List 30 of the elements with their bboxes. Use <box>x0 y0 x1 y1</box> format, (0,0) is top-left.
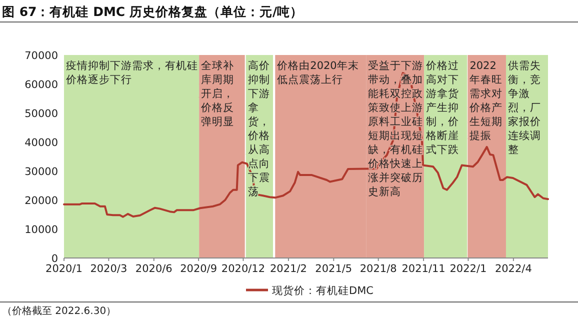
band-label: 2022年春旺需求对价格产生短期提振 <box>468 60 503 142</box>
y-tick-label: 0 <box>51 253 58 265</box>
text: （价格截至 2022.6.30） <box>2 305 116 317</box>
y-tick-label: 10000 <box>24 224 58 236</box>
band-label: 疫情抑制下游需求，有机硅价格逐步下行 <box>65 59 198 86</box>
x-tick-label: 2021/2 <box>270 263 307 275</box>
chart-title: 图 67：有机硅 DMC 历史价格复盘（单位：元/吨） <box>2 4 304 19</box>
y-tick-label: 40000 <box>24 137 58 149</box>
x-tick-label: 2021/5 <box>315 263 352 275</box>
y-tick-label: 70000 <box>24 50 58 62</box>
x-tick-label: 2022/4 <box>494 263 532 275</box>
x-tick-label: 2022/1 <box>450 263 487 275</box>
x-tick-label: 2020/3 <box>90 263 128 275</box>
legend-label: 现货价：有机硅DMC <box>272 284 374 297</box>
band-label: 价格由2020年末低点震荡上行 <box>276 59 359 86</box>
text: 受益于下游带动，叠加能耗双控政策致使上游原料工业硅短期出现短缺，有机硅价格快速上涨并突破历史新高 <box>368 60 424 198</box>
band-label: 供需失衡，竞争激烈，厂家报价连续调整 <box>508 59 541 156</box>
line-series <box>63 72 549 218</box>
x-tick-label: 2020/9 <box>180 263 218 275</box>
x-tick-label: 2021/8 <box>360 263 397 275</box>
y-tick-label: 60000 <box>24 79 58 91</box>
x-tick-label: 2020/1 <box>46 263 82 275</box>
y-tick-label: 30000 <box>24 166 58 178</box>
y-tick-label: 20000 <box>24 195 58 207</box>
band-label: 价格过高对下游拿货产生抑制，价格断崖式下跌 <box>425 59 460 156</box>
x-tick-label: 2020/12 <box>221 263 266 275</box>
y-tick-label: 50000 <box>24 108 58 120</box>
x-tick-label: 2020/6 <box>135 263 173 275</box>
band-label: 全球补库周期开启，价格反弹明显 <box>200 59 234 128</box>
x-tick-label: 2021/11 <box>402 263 446 275</box>
